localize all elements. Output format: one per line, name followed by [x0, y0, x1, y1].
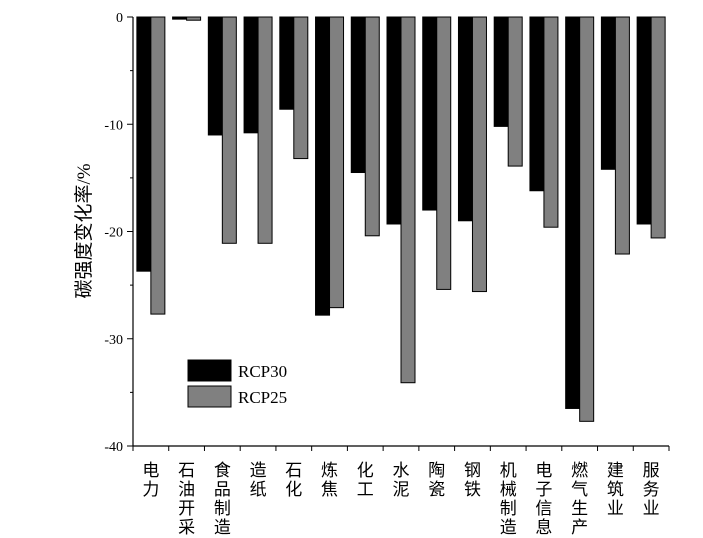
x-tick-label: 电子信息 — [535, 461, 552, 537]
y-tick-label: -20 — [104, 226, 123, 241]
bar-rcp30-14 — [636, 16, 652, 225]
x-tick-label: 水泥 — [393, 461, 410, 499]
bar-rcp25-2 — [221, 16, 237, 244]
legend-swatch-rcp25 — [187, 385, 232, 408]
bar-rcp25-0 — [150, 16, 166, 315]
y-axis-title: 碳强度变化率/% — [73, 163, 95, 298]
x-tick-label: 电力 — [142, 461, 159, 499]
x-tick-label: 炼焦 — [321, 461, 338, 499]
bar-rcp30-13 — [600, 16, 616, 170]
bar-rcp30-0 — [136, 16, 152, 272]
bar-rcp30-8 — [422, 16, 438, 211]
y-tick-label: -30 — [104, 333, 123, 348]
bar-rcp30-7 — [386, 16, 402, 225]
bar-rcp30-6 — [350, 16, 366, 174]
x-tick-label: 钢铁 — [464, 461, 481, 499]
bar-rcp25-9 — [471, 16, 487, 293]
x-tick-label: 服务业 — [643, 461, 660, 518]
bar-rcp25-5 — [329, 16, 345, 309]
x-tick-label: 食品制造 — [214, 461, 231, 537]
x-tick-label: 建筑业 — [607, 461, 624, 518]
x-tick-label: 机械制造 — [500, 461, 517, 537]
bar-rcp30-9 — [457, 16, 473, 222]
bar-rcp25-14 — [650, 16, 666, 239]
bar-rcp30-3 — [243, 16, 259, 134]
bar-rcp25-6 — [364, 16, 380, 237]
bar-rcp25-11 — [543, 16, 559, 228]
bar-rcp25-4 — [293, 16, 309, 160]
bar-rcp25-7 — [400, 16, 416, 384]
bar-rcp30-10 — [493, 16, 509, 127]
bar-rcp25-3 — [257, 16, 273, 244]
legend-label-rcp30: RCP30 — [238, 362, 287, 381]
y-tick-label: 0 — [116, 11, 123, 26]
y-tick-label: -10 — [104, 118, 123, 133]
bar-rcp25-8 — [436, 16, 452, 290]
bar-rcp30-5 — [315, 16, 331, 316]
x-tick-label: 石油开采 — [178, 461, 195, 537]
bar-rcp30-12 — [565, 16, 581, 409]
legend-label-rcp25: RCP25 — [238, 388, 287, 407]
y-tick-label: -40 — [104, 440, 123, 455]
legend: RCP30 RCP25 — [187, 359, 287, 408]
x-tick-label: 陶瓷 — [428, 461, 445, 499]
x-tick-label: 化工 — [357, 461, 374, 499]
bar-rcp30-4 — [279, 16, 295, 110]
bar-rcp25-10 — [507, 16, 523, 167]
bar-rcp25-1 — [186, 16, 202, 21]
x-tick-label: 燃气生产 — [571, 461, 588, 537]
bar-rcp30-11 — [529, 16, 545, 192]
bar-rcp25-13 — [614, 16, 630, 255]
bar-rcp25-12 — [579, 16, 595, 422]
plot-area — [136, 16, 666, 422]
bar-rcp30-2 — [207, 16, 223, 136]
bar-rcp30-1 — [172, 16, 188, 20]
x-tick-label: 石化 — [285, 461, 302, 499]
legend-swatch-rcp30 — [187, 359, 232, 382]
axes — [127, 16, 670, 451]
x-tick-label: 造纸 — [250, 461, 267, 499]
